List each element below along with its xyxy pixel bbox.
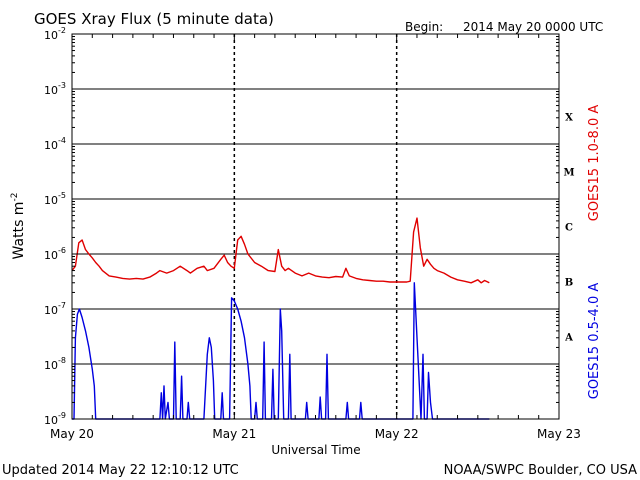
series-line-long [71, 217, 490, 284]
x-axis-label: Universal Time [271, 443, 360, 457]
flare-class-label: M [563, 168, 574, 179]
flare-class-label: X [565, 113, 573, 124]
flare-class-labels: A B C M X [563, 113, 574, 344]
begin-value: 2014 May 20 0000 UTC [463, 20, 603, 34]
begin-label: Begin: [405, 20, 443, 34]
credit-text: NOAA/SWPC Boulder, CO USA [444, 463, 637, 478]
y-tick-label: 10-2 [44, 26, 66, 42]
grid-lines [72, 34, 559, 419]
flare-class-label: B [565, 278, 573, 289]
plot-frame [71, 33, 560, 420]
updated-timestamp: Updated 2014 May 22 12:10:12 UTC [2, 463, 239, 478]
legend-long-channel: GOES15 1.0-8.0 A [587, 105, 602, 222]
x-tick-label: May 23 [537, 427, 581, 441]
y-tick-label: 10-3 [44, 81, 66, 97]
flare-class-label: C [565, 223, 573, 234]
y-axis-ticks: 10-9 10-8 10-7 10-6 10-5 10-4 10-3 10-2 [44, 26, 559, 427]
series-line-short [72, 282, 490, 420]
x-tick-label: May 21 [212, 427, 256, 441]
series-short-channel [72, 282, 490, 420]
flare-class-label: A [564, 333, 573, 344]
legend-short-channel: GOES15 0.5-4.0 A [587, 283, 602, 400]
y-tick-label: 10-7 [44, 301, 66, 317]
y-tick-label: 10-4 [44, 136, 66, 152]
y-tick-label: 10-6 [44, 246, 66, 262]
series-long-channel [71, 217, 490, 284]
y-axis-label: Watts m-2 [10, 193, 27, 260]
x-axis-ticks: May 20 May 21 May 22 May 23 [50, 34, 581, 441]
y-tick-label: 10-8 [44, 356, 66, 372]
y-tick-label: 10-5 [44, 191, 66, 207]
x-tick-label: May 20 [50, 427, 94, 441]
y-tick-label: 10-9 [44, 411, 66, 427]
x-tick-label: May 22 [375, 427, 419, 441]
y-axis-label-text: Watts m-2 [10, 193, 27, 260]
chart-title: GOES Xray Flux (5 minute data) [34, 10, 274, 28]
